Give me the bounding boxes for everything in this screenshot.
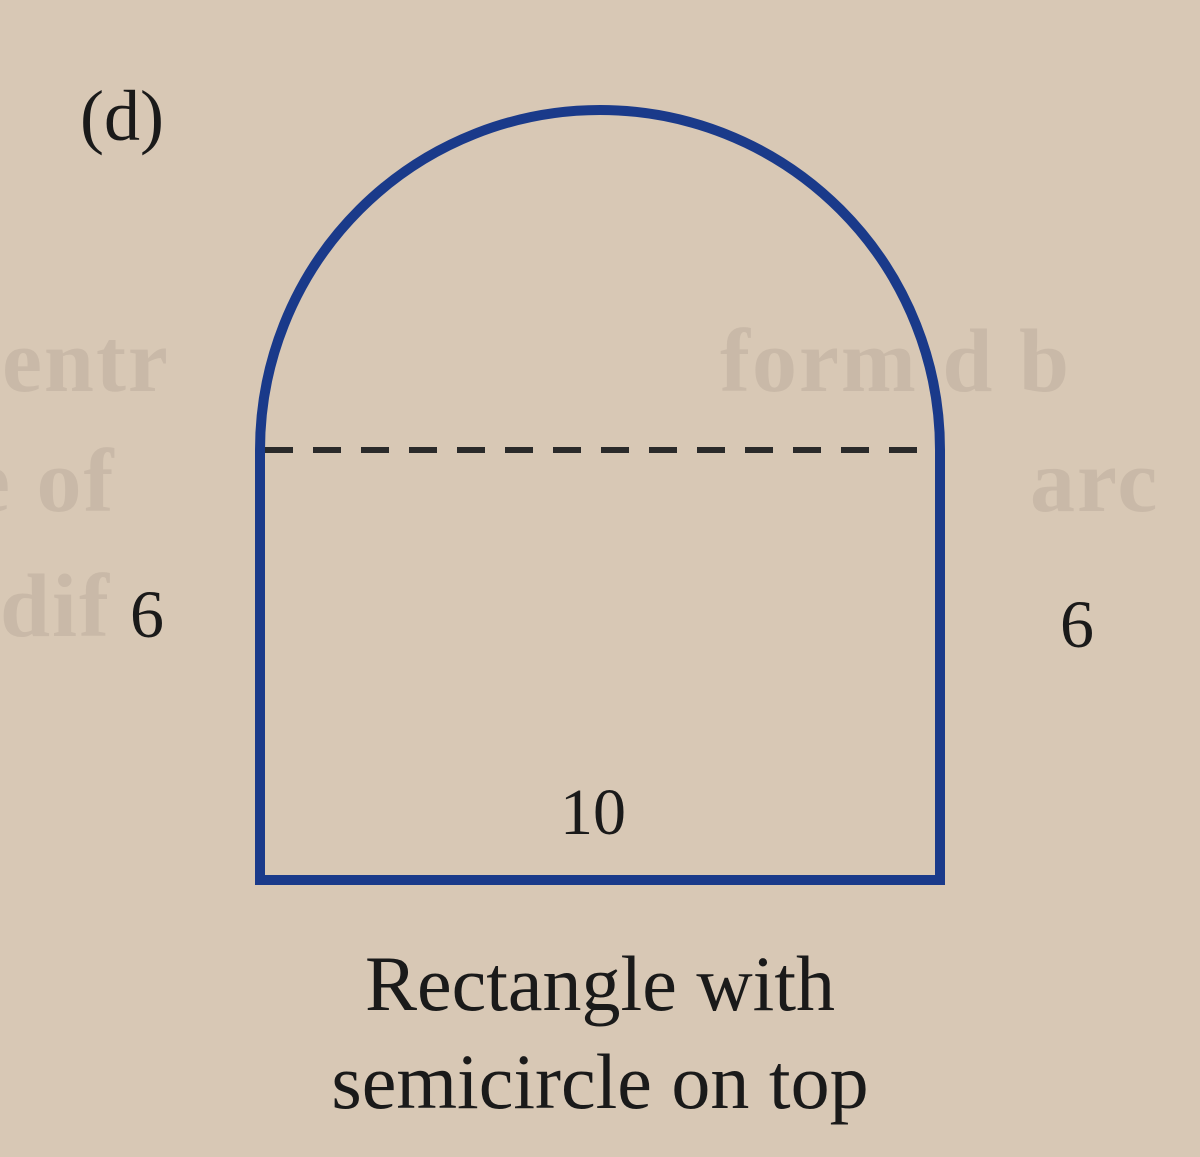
composite-shape-svg <box>230 50 970 890</box>
caption-line-2: semicircle on top <box>331 1038 868 1125</box>
bleedthrough-text: e of <box>0 430 115 533</box>
dimension-bottom: 10 <box>560 775 626 851</box>
dimension-right: 6 <box>1060 585 1094 664</box>
bleedthrough-text: arc <box>1030 430 1159 533</box>
figure-caption: Rectangle with semicircle on top <box>0 935 1200 1130</box>
figure <box>230 50 970 890</box>
bleedthrough-text: dif <box>0 555 111 658</box>
problem-label: (d) <box>80 75 164 158</box>
caption-line-1: Rectangle with <box>365 940 835 1027</box>
dimension-left: 6 <box>130 575 164 654</box>
bleedthrough-text: centr <box>0 310 170 413</box>
outline-path <box>260 110 940 880</box>
